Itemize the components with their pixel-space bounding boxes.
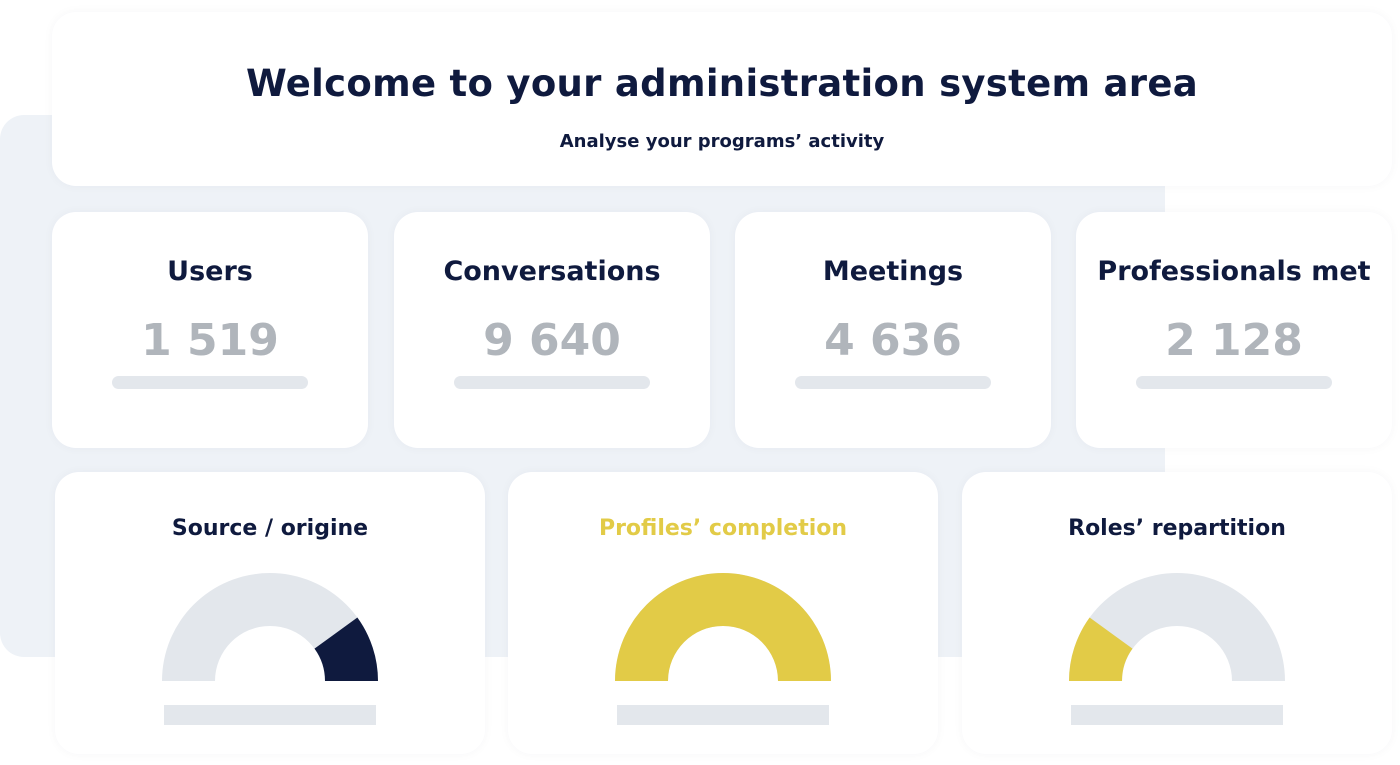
gauge-card-source[interactable]: Source / origine [55,472,485,754]
stat-card-conversations[interactable]: Conversations 9 640 [394,212,710,448]
stat-placeholder-bar [112,376,308,389]
gauge-placeholder-bar [617,705,829,725]
gauge-card-roles-repartition[interactable]: Roles’ repartition [962,472,1392,754]
gauge-chart [1069,573,1285,681]
stat-card-users[interactable]: Users 1 519 [52,212,368,448]
gauge-fill-segment [615,573,831,681]
stat-value: 9 640 [483,315,621,366]
gauge-title: Source / origine [171,516,369,541]
stat-card-professionals-met[interactable]: Professionals met 2 128 [1076,212,1392,448]
welcome-header: Welcome to your administration system ar… [52,12,1392,186]
gauge-card-profiles-completion[interactable]: Profiles’ completion [508,472,938,754]
gauge-placeholder-bar [1071,705,1283,725]
stat-placeholder-bar [795,376,991,389]
gauge-fill-segment [314,617,378,681]
stat-value: 2 128 [1165,315,1303,366]
gauge-fill-segment [1069,617,1133,681]
stat-label: Meetings [822,256,964,287]
stat-card-meetings[interactable]: Meetings 4 636 [735,212,1051,448]
stat-placeholder-bar [454,376,650,389]
page-title: Welcome to your administration system ar… [245,62,1199,105]
stat-value: 4 636 [824,315,962,366]
page-subtitle: Analyse your programs’ activity [559,131,885,152]
gauge-chart [162,573,378,681]
stat-label: Professionals met [1097,256,1371,287]
gauge-title: Roles’ repartition [1068,516,1286,541]
stat-value: 1 519 [141,315,279,366]
stat-label: Conversations [443,256,661,287]
stat-placeholder-bar [1136,376,1332,389]
gauge-title: Profiles’ completion [598,516,848,541]
gauge-chart [615,573,831,681]
stat-label: Users [167,256,253,287]
gauge-placeholder-bar [164,705,376,725]
